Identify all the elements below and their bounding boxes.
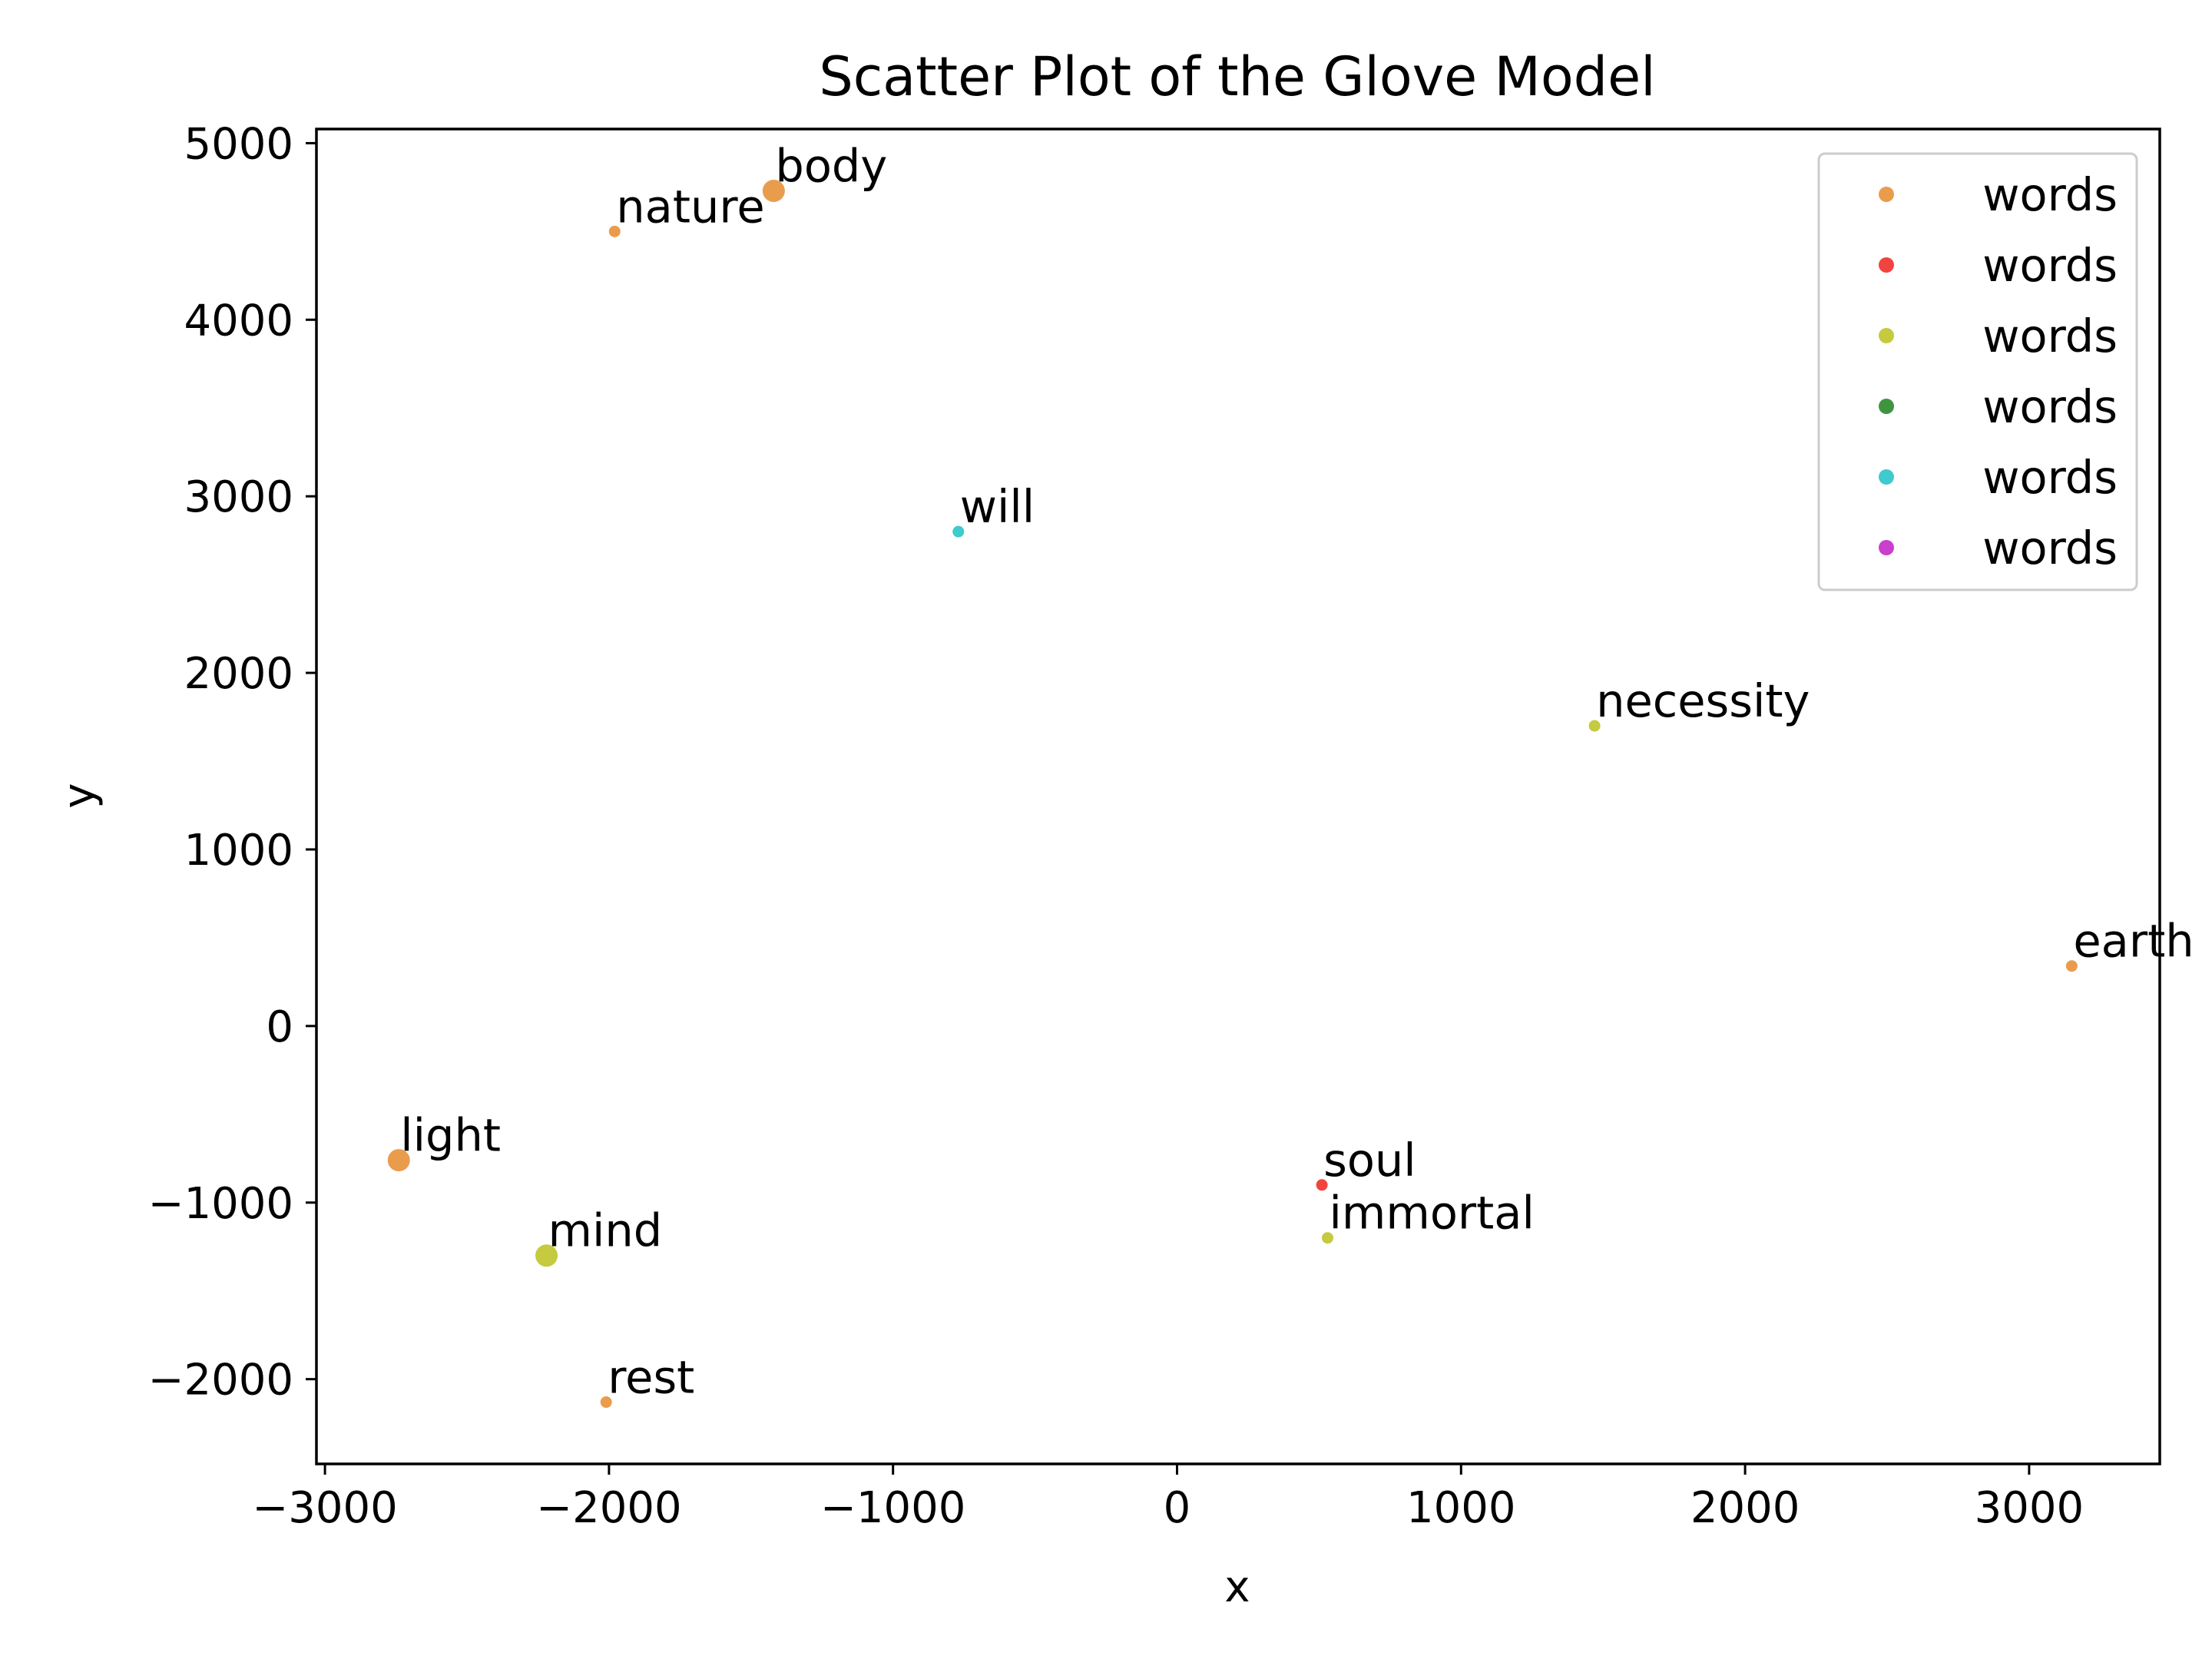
legend-marker	[1879, 257, 1894, 273]
point-label-necessity: necessity	[1596, 674, 1810, 727]
legend-label: words	[1982, 239, 2118, 292]
scatter-point-will	[952, 525, 965, 538]
scatter-point-immortal	[1321, 1232, 1333, 1244]
scatter-point-body	[762, 179, 785, 202]
point-label-immortal: immortal	[1329, 1187, 1534, 1240]
scatter-point-light	[387, 1149, 410, 1172]
legend-marker	[1879, 399, 1894, 414]
legend-label: words	[1982, 168, 2118, 221]
legend-marker	[1879, 540, 1894, 555]
y-tick-label: 3000	[184, 472, 293, 522]
point-label-body: body	[775, 139, 887, 192]
legend-marker	[1879, 469, 1894, 485]
point-label-earth: earth	[2073, 915, 2194, 968]
y-tick-label: 4000	[184, 296, 293, 346]
y-tick-label: −1000	[148, 1179, 293, 1229]
point-label-nature: nature	[616, 180, 764, 233]
x-tick-label: −1000	[820, 1483, 965, 1533]
chart-title: Scatter Plot of the Glove Model	[819, 45, 1655, 108]
x-tick-label: −3000	[252, 1483, 397, 1533]
legend-marker	[1879, 328, 1894, 343]
legend-label: words	[1982, 310, 2118, 363]
y-axis-label: y	[55, 783, 104, 808]
legend-box	[1817, 152, 2138, 591]
point-label-will: will	[960, 480, 1035, 533]
y-tick-label: 2000	[184, 649, 293, 699]
x-tick-label: 2000	[1690, 1483, 1800, 1533]
scatter-point-mind	[535, 1244, 558, 1267]
y-tick-label: 5000	[184, 119, 293, 169]
scatter-point-soul	[1316, 1179, 1328, 1191]
y-tick-label: 1000	[184, 826, 293, 876]
legend-label: words	[1982, 451, 2118, 504]
scatter-point-earth	[2065, 960, 2078, 972]
point-label-light: light	[400, 1109, 501, 1162]
legend-label: words	[1982, 380, 2118, 433]
x-axis-label: x	[1224, 1562, 1250, 1612]
y-axis: −2000 −1000 0 1000 2000 3000 4000 5000	[148, 119, 316, 1406]
x-tick-label: 1000	[1406, 1483, 1516, 1533]
point-label-rest: rest	[608, 1351, 694, 1404]
x-tick-label: −2000	[536, 1483, 681, 1533]
plot-area-frame	[315, 127, 2161, 1465]
x-axis: −3000 −2000 −1000 0 1000 2000 3000	[252, 1464, 2084, 1533]
legend: words words words words words words	[1817, 152, 2138, 591]
x-tick-label: 0	[1164, 1483, 1191, 1533]
y-tick-label: −2000	[148, 1356, 293, 1406]
legend-marker	[1879, 187, 1894, 202]
x-tick-label: 3000	[1975, 1483, 2085, 1533]
legend-label: words	[1982, 522, 2118, 575]
scatter-point-rest	[600, 1396, 612, 1409]
y-tick-label: 0	[266, 1002, 293, 1052]
scatter-point-necessity	[1588, 720, 1601, 732]
scatter-point-nature	[608, 225, 621, 237]
point-label-mind: mind	[548, 1204, 663, 1257]
point-label-soul: soul	[1323, 1134, 1416, 1187]
